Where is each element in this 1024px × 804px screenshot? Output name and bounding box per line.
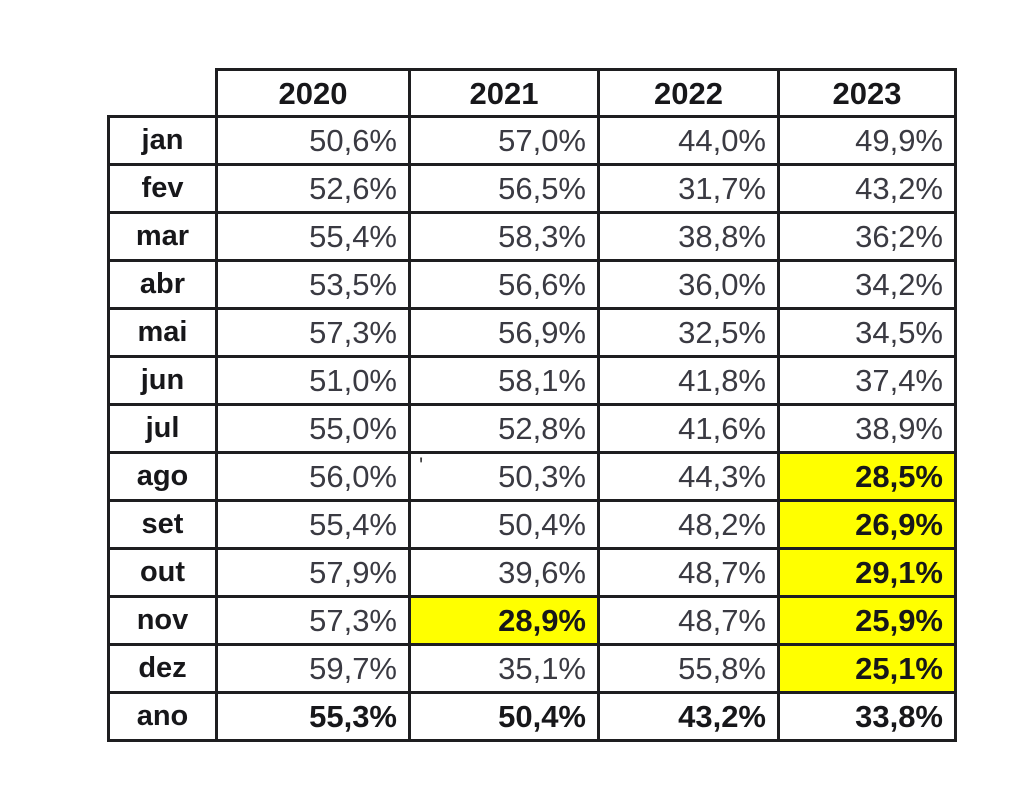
stray-mark: ': [419, 453, 424, 478]
value-cell: 37,4%: [777, 355, 957, 406]
value-cell: 55,4%: [215, 211, 411, 262]
value-cell: 56,0%: [215, 451, 411, 502]
year-column-header: 2023: [777, 68, 957, 118]
value-cell: 56,6%: [408, 259, 600, 310]
value-cell: 34,2%: [777, 259, 957, 310]
month-row: jan 50,6% 57,0% 44,0% 49,9%: [107, 115, 957, 166]
month-label: mai: [107, 307, 218, 358]
value-cell: 38,9%: [777, 403, 957, 454]
month-row: nov 57,3% 28,9% 48,7% 25,9%: [107, 595, 957, 646]
value-cell: 53,5%: [215, 259, 411, 310]
value-cell: 52,6%: [215, 163, 411, 214]
value-cell: 41,6%: [597, 403, 780, 454]
value-cell: 41,8%: [597, 355, 780, 406]
month-label: abr: [107, 259, 218, 310]
value-cell: 31,7%: [597, 163, 780, 214]
month-row: abr 53,5% 56,6% 36,0% 34,2%: [107, 259, 957, 310]
value-cell: 50,4%: [408, 499, 600, 550]
value-cell: 39,6%: [408, 547, 600, 598]
value-cell: 36;2%: [777, 211, 957, 262]
month-label: set: [107, 499, 218, 550]
month-row: jul 55,0% 52,8% 41,6% 38,9%: [107, 403, 957, 454]
year-total-row: ano 55,3% 50,4% 43,2% 33,8%: [107, 691, 957, 742]
value-cell: 48,7%: [597, 595, 780, 646]
total-value-cell: 50,4%: [408, 691, 600, 742]
month-row: out 57,9% 39,6% 48,7% 29,1%: [107, 547, 957, 598]
month-row: fev 52,6% 56,5% 31,7% 43,2%: [107, 163, 957, 214]
value-cell: 59,7%: [215, 643, 411, 694]
highlighted-value-cell: 25,9%: [777, 595, 957, 646]
value-cell: 56,9%: [408, 307, 600, 358]
value-cell: 38,8%: [597, 211, 780, 262]
header-row: 2020 2021 2022 2023: [109, 68, 957, 118]
highlighted-value-cell: 25,1%: [777, 643, 957, 694]
value-cell: 56,5%: [408, 163, 600, 214]
value-cell: 51,0%: [215, 355, 411, 406]
year-column-header: 2021: [408, 68, 600, 118]
month-row: set 55,4% 50,4% 48,2% 26,9%: [107, 499, 957, 550]
value-cell: 57,0%: [408, 115, 600, 166]
value-cell: 44,3%: [597, 451, 780, 502]
total-value-cell: 55,3%: [215, 691, 411, 742]
year-column-header: 2020: [215, 68, 411, 118]
month-row: mar 55,4% 58,3% 38,8% 36;2%: [107, 211, 957, 262]
total-value-cell: 33,8%: [777, 691, 957, 742]
monthly-percentage-table: 2020 2021 2022 2023 jan 50,6% 57,0% 44,0…: [107, 68, 957, 742]
month-label: fev: [107, 163, 218, 214]
month-label: mar: [107, 211, 218, 262]
value-cell: 43,2%: [777, 163, 957, 214]
month-row: mai 57,3% 56,9% 32,5% 34,5%: [107, 307, 957, 358]
total-value-cell: 43,2%: [597, 691, 780, 742]
highlighted-value-cell: 29,1%: [777, 547, 957, 598]
value-cell: 50,6%: [215, 115, 411, 166]
value-cell: 34,5%: [777, 307, 957, 358]
value-cell: ' 50,3%: [408, 451, 600, 502]
value-cell: 48,2%: [597, 499, 780, 550]
value-cell: 35,1%: [408, 643, 600, 694]
month-row: ago 56,0% ' 50,3% 44,3% 28,5%: [107, 451, 957, 502]
month-label: jul: [107, 403, 218, 454]
month-row: dez 59,7% 35,1% 55,8% 25,1%: [107, 643, 957, 694]
value-cell: 57,9%: [215, 547, 411, 598]
value-cell: 58,1%: [408, 355, 600, 406]
value-cell: 58,3%: [408, 211, 600, 262]
corner-spacer: [109, 70, 217, 117]
highlighted-value-cell: 28,5%: [777, 451, 957, 502]
highlighted-value-cell: 28,9%: [408, 595, 600, 646]
month-label: ago: [107, 451, 218, 502]
value-text: 50,3%: [498, 459, 586, 494]
value-cell: 36,0%: [597, 259, 780, 310]
value-cell: 55,8%: [597, 643, 780, 694]
month-row: jun 51,0% 58,1% 41,8% 37,4%: [107, 355, 957, 406]
year-column-header: 2022: [597, 68, 780, 118]
month-label: nov: [107, 595, 218, 646]
month-label: jun: [107, 355, 218, 406]
value-cell: 55,0%: [215, 403, 411, 454]
value-cell: 49,9%: [777, 115, 957, 166]
value-cell: 57,3%: [215, 307, 411, 358]
month-label: out: [107, 547, 218, 598]
month-label: dez: [107, 643, 218, 694]
value-cell: 48,7%: [597, 547, 780, 598]
value-cell: 55,4%: [215, 499, 411, 550]
highlighted-value-cell: 26,9%: [777, 499, 957, 550]
value-cell: 52,8%: [408, 403, 600, 454]
total-row-label: ano: [107, 691, 218, 742]
value-cell: 44,0%: [597, 115, 780, 166]
value-cell: 57,3%: [215, 595, 411, 646]
value-cell: 32,5%: [597, 307, 780, 358]
month-label: jan: [107, 115, 218, 166]
